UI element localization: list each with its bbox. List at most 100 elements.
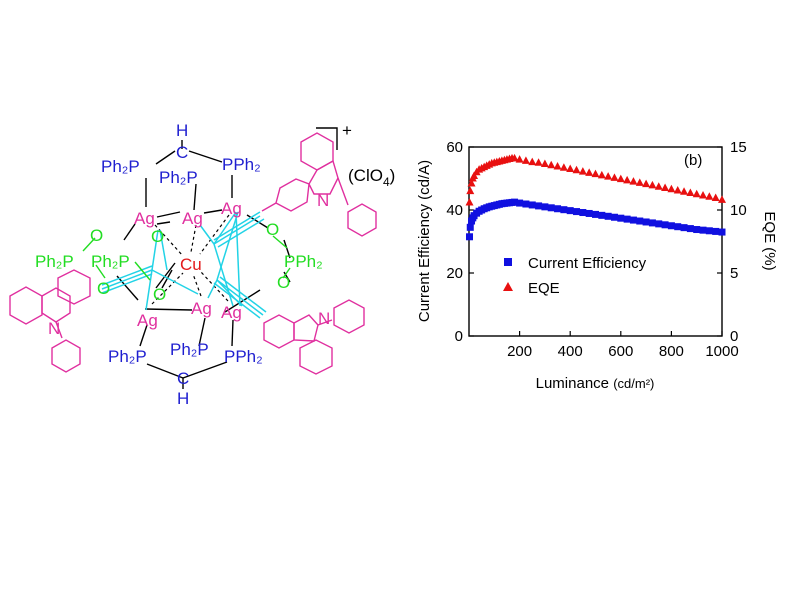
atom-p-bot-left: Ph₂P xyxy=(108,347,147,366)
legend-marker-eqe xyxy=(503,282,513,291)
point-current-efficiency xyxy=(466,233,474,241)
point-current-efficiency xyxy=(693,226,701,234)
atom-ag-4: Ag xyxy=(137,311,158,330)
atom-cu: Cu xyxy=(180,255,202,274)
point-eqe xyxy=(578,167,587,175)
atom-ag-2: Ag xyxy=(182,209,203,228)
point-eqe xyxy=(629,177,638,185)
x-tick-label: 600 xyxy=(608,343,633,360)
point-current-efficiency xyxy=(535,202,543,210)
point-current-efficiency xyxy=(661,221,669,229)
phosphinite-bonds xyxy=(82,235,291,281)
y-tick-label: 60 xyxy=(446,139,463,156)
point-eqe xyxy=(553,162,562,170)
cluster-structure: H C Ph₂P Ph₂P PPh₂ Ag Ag Ag Ag Ag Ag Cu … xyxy=(9,121,395,408)
point-eqe xyxy=(680,187,689,195)
point-eqe xyxy=(705,192,714,200)
point-current-efficiency xyxy=(617,214,625,222)
point-current-efficiency xyxy=(642,218,650,226)
point-eqe xyxy=(635,178,644,186)
point-current-efficiency xyxy=(547,204,555,212)
point-current-efficiency xyxy=(674,223,682,231)
charge-sign: + xyxy=(342,121,352,140)
atom-c-bot: C xyxy=(177,369,189,388)
atom-p-top-mid: Ph₂P xyxy=(159,168,198,187)
point-eqe xyxy=(661,183,670,191)
y2-tick-label: 15 xyxy=(730,139,747,156)
atom-p-top-left: Ph₂P xyxy=(101,157,140,176)
carbazole-rings xyxy=(9,132,377,375)
atom-o-4: O xyxy=(97,279,110,298)
point-eqe xyxy=(718,195,726,203)
y2-tick-label: 5 xyxy=(730,265,738,282)
counterion: (ClO4) xyxy=(348,166,395,189)
point-eqe xyxy=(591,169,600,178)
point-eqe xyxy=(510,153,519,162)
point-eqe xyxy=(466,186,475,195)
x-tick-label: 400 xyxy=(558,343,583,360)
point-eqe xyxy=(559,163,568,171)
framework-bonds xyxy=(116,140,291,389)
legend-marker-current-efficiency xyxy=(504,258,512,266)
point-current-efficiency xyxy=(585,209,593,217)
legend-label-current-efficiency: Current Efficiency xyxy=(528,255,647,272)
alkynyl-bonds xyxy=(101,211,267,319)
atom-n-right: N xyxy=(317,191,329,210)
y2-axis-title: EQE (%) xyxy=(761,211,778,270)
point-current-efficiency xyxy=(705,227,713,235)
point-current-efficiency xyxy=(592,210,599,218)
point-eqe xyxy=(667,184,676,193)
point-current-efficiency xyxy=(686,225,694,233)
y-axis-title: Current Efficiency (cd/A) xyxy=(416,160,433,322)
plot-frame xyxy=(468,146,723,337)
point-current-efficiency xyxy=(648,219,656,227)
point-current-efficiency xyxy=(623,215,631,223)
point-eqe xyxy=(528,157,537,166)
point-current-efficiency xyxy=(629,216,637,224)
point-current-efficiency xyxy=(712,227,720,235)
atom-o-5: O xyxy=(153,285,166,304)
point-current-efficiency xyxy=(516,199,524,207)
data-points xyxy=(465,153,726,241)
point-eqe xyxy=(654,182,663,190)
atom-ag-1: Ag xyxy=(134,209,155,228)
point-current-efficiency xyxy=(579,209,587,217)
point-eqe xyxy=(648,180,657,189)
point-current-efficiency xyxy=(522,200,530,208)
atom-p-bot-right: PPh₂ xyxy=(224,347,263,366)
point-eqe xyxy=(521,156,530,164)
point-eqe xyxy=(585,168,594,176)
point-current-efficiency xyxy=(511,198,519,206)
atom-o-6: O xyxy=(277,273,290,292)
atom-h-top: H xyxy=(176,121,188,140)
panel-label: (b) xyxy=(684,152,702,169)
legend: Current Efficiency EQE xyxy=(503,255,647,297)
point-current-efficiency xyxy=(636,217,644,225)
y2-tick-label: 10 xyxy=(730,202,747,219)
point-eqe xyxy=(572,165,581,174)
atom-n-left: N xyxy=(48,319,60,338)
atom-c-top: C xyxy=(176,143,188,162)
point-current-efficiency xyxy=(466,223,474,231)
point-eqe xyxy=(515,155,524,163)
atom-p-green-left-2: Ph₂P xyxy=(91,252,130,271)
point-current-efficiency xyxy=(610,213,618,221)
legend-label-eqe: EQE xyxy=(528,280,560,297)
charge-bracket xyxy=(316,127,338,150)
point-eqe xyxy=(623,175,632,184)
point-current-efficiency xyxy=(699,226,707,234)
point-eqe xyxy=(692,189,701,198)
atom-p-top-right: PPh₂ xyxy=(222,155,261,174)
x-tick-label: 800 xyxy=(659,343,684,360)
point-eqe xyxy=(686,188,695,196)
point-current-efficiency xyxy=(598,211,606,219)
point-eqe xyxy=(465,197,474,206)
y2-tick-label: 0 xyxy=(730,328,738,345)
point-eqe xyxy=(467,179,476,187)
y-tick-label: 20 xyxy=(446,265,463,282)
point-eqe xyxy=(547,160,556,169)
atom-p-green-left-1: Ph₂P xyxy=(35,252,74,271)
point-eqe xyxy=(604,172,613,180)
atom-ag-6: Ag xyxy=(221,303,242,322)
